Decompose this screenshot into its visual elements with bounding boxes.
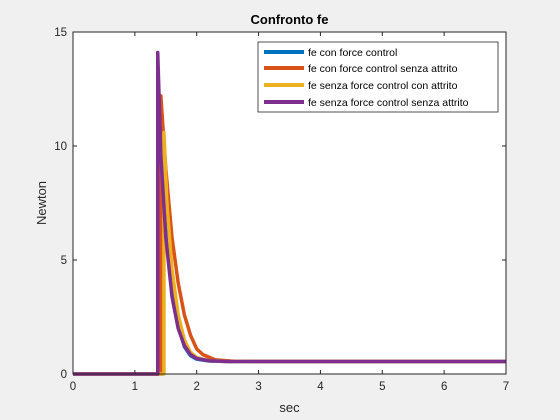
x-tick-label: 7 — [503, 381, 509, 393]
x-tick-label: 0 — [70, 381, 76, 393]
legend: fe con force control fe con force contro… — [257, 41, 499, 113]
legend-entry-4: fe senza force control senza attrito — [308, 97, 469, 109]
chart-title: Confronto fe — [251, 12, 329, 27]
axes-box — [72, 31, 507, 375]
x-tick-label: 1 — [132, 381, 138, 393]
legend-entry-3: fe senza force control con attrito — [308, 80, 458, 92]
x-axis-label: sec — [279, 400, 300, 415]
series-layer — [73, 50, 506, 376]
x-tick-label: 6 — [441, 381, 447, 393]
tick-layer: 0 1 2 3 4 5 6 7 0 5 10 15 — [54, 27, 509, 393]
x-tick-label: 5 — [379, 381, 385, 393]
legend-entry-2: fe con force control senza attrito — [308, 63, 458, 75]
y-tick-label: 15 — [54, 27, 67, 39]
series-line-4 — [73, 50, 506, 376]
x-tick-label: 2 — [194, 381, 200, 393]
legend-entry-1: fe con force control — [308, 47, 397, 59]
y-axis-label: Newton — [34, 181, 49, 225]
y-tick-label: 0 — [61, 369, 67, 381]
y-tick-label: 5 — [61, 255, 67, 267]
y-tick-label: 10 — [54, 141, 67, 153]
x-tick-label: 4 — [317, 381, 324, 393]
x-tick-label: 3 — [255, 381, 261, 393]
